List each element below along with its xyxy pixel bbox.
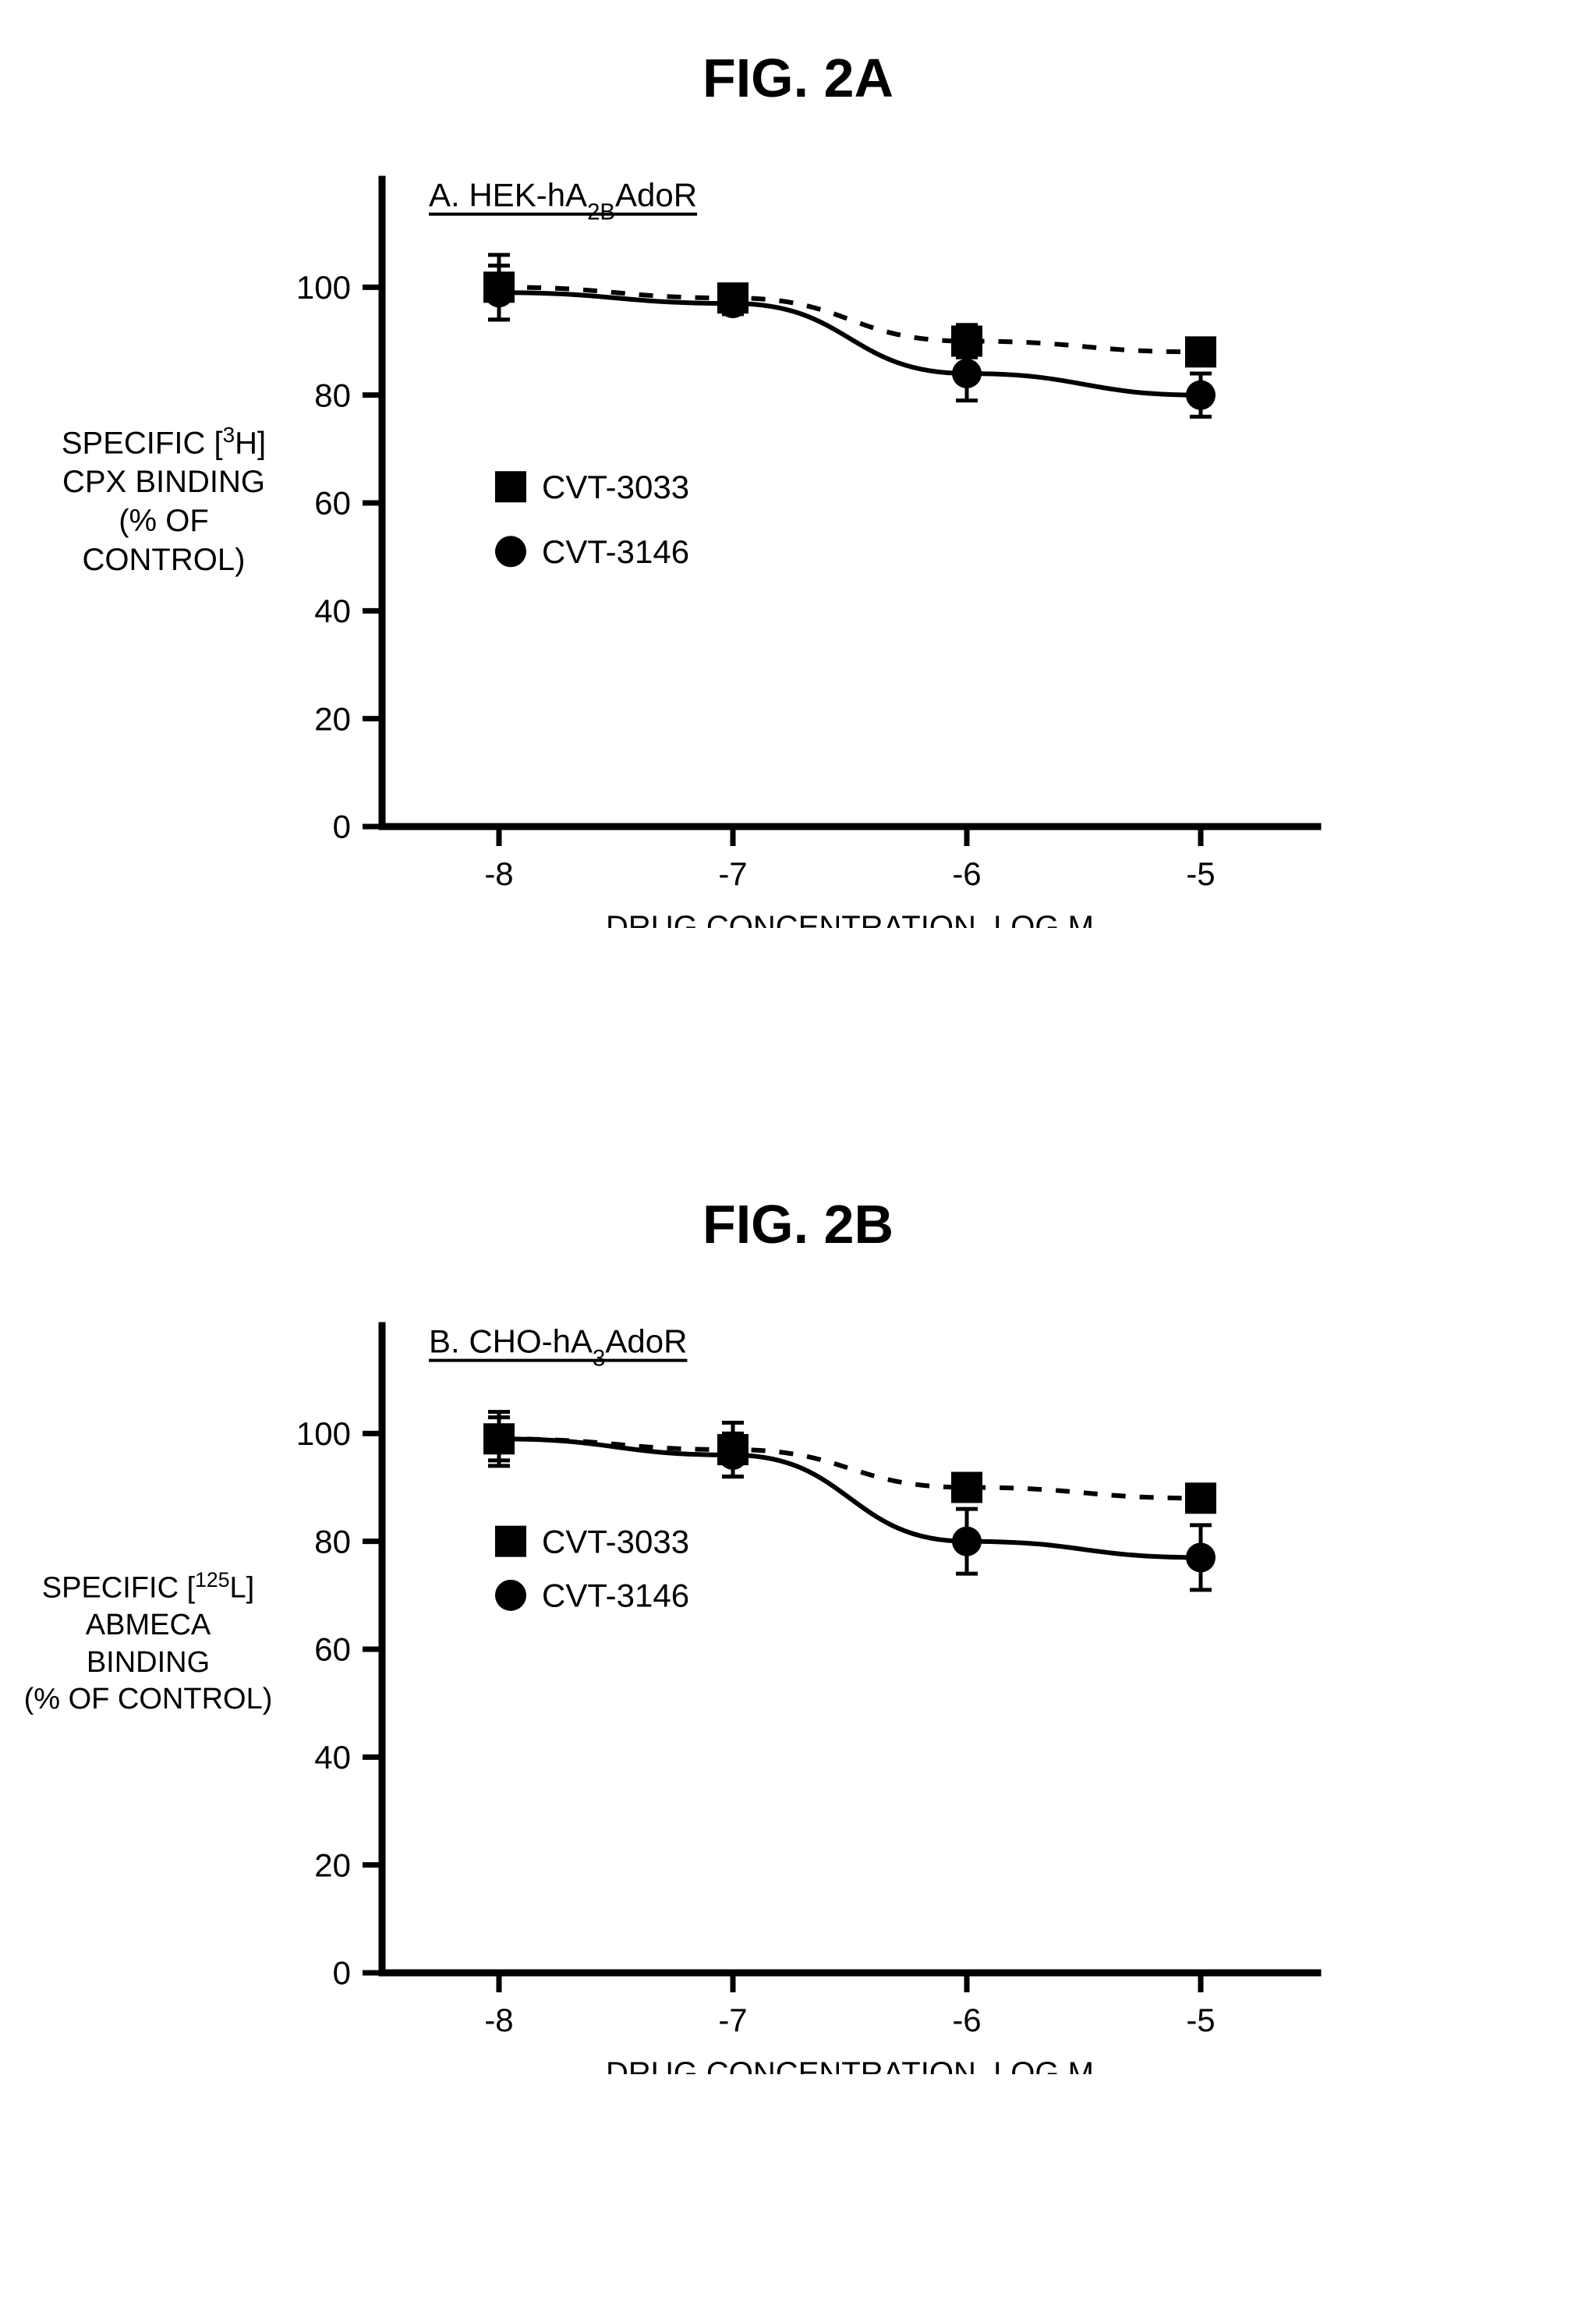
svg-text:A. HEK-hA2BAdoR: A. HEK-hA2BAdoR bbox=[429, 177, 697, 225]
fig-a-title: FIG. 2A bbox=[0, 47, 1596, 109]
fig-b-panel: 0 20 40 60 80 100 -8 -7 -6 -5 DRUG CONCENTRATION, … bbox=[273, 1294, 1364, 2074]
svg-text:40: 40 bbox=[314, 1739, 351, 1776]
svg-text:-8: -8 bbox=[484, 2002, 513, 2038]
svg-text:DRUG CONCENTRATION, LOG M: DRUG CONCENTRATION, LOG M bbox=[606, 2056, 1094, 2074]
svg-text:80: 80 bbox=[314, 377, 351, 413]
fig-a-plot: 0 20 40 60 80 100 -8 -7 -6 -5 DRUG CONCENTRATION, … bbox=[273, 148, 1364, 928]
fig-a-panel: 0 20 40 60 80 100 -8 -7 -6 -5 DRUG CONCENTRATION, … bbox=[273, 148, 1364, 928]
svg-text:0: 0 bbox=[333, 809, 351, 845]
svg-text:CVT-3033: CVT-3033 bbox=[542, 1523, 689, 1560]
svg-text:-5: -5 bbox=[1186, 855, 1215, 892]
svg-text:-6: -6 bbox=[952, 855, 981, 892]
svg-text:B. CHO-hA3AdoR: B. CHO-hA3AdoR bbox=[429, 1323, 687, 1372]
svg-text:100: 100 bbox=[296, 1415, 351, 1452]
svg-text:80: 80 bbox=[314, 1523, 351, 1560]
svg-text:-6: -6 bbox=[952, 2002, 981, 2038]
svg-text:-7: -7 bbox=[718, 2002, 747, 2038]
svg-text:-7: -7 bbox=[718, 855, 747, 892]
svg-text:100: 100 bbox=[296, 269, 351, 306]
fig-b-plot: 0 20 40 60 80 100 -8 -7 -6 -5 DRUG CONCENTRATION, … bbox=[273, 1294, 1364, 2074]
svg-text:CVT-3146: CVT-3146 bbox=[542, 533, 689, 570]
svg-text:60: 60 bbox=[314, 1631, 351, 1668]
svg-text:0: 0 bbox=[333, 1955, 351, 1992]
svg-text:60: 60 bbox=[314, 485, 351, 522]
svg-text:CVT-3033: CVT-3033 bbox=[542, 469, 689, 505]
svg-text:-8: -8 bbox=[484, 855, 513, 892]
fig-b-title: FIG. 2B bbox=[0, 1193, 1596, 1255]
svg-text:20: 20 bbox=[314, 700, 351, 737]
svg-text:-5: -5 bbox=[1186, 2002, 1215, 2038]
fig-b-yaxis-label: SPECIFIC [125L]ABMECA BINDING(% OF CONTR… bbox=[23, 1567, 273, 1719]
svg-text:DRUG CONCENTRATION, LOG M: DRUG CONCENTRATION, LOG M bbox=[606, 910, 1094, 928]
svg-text:20: 20 bbox=[314, 1846, 351, 1883]
svg-text:40: 40 bbox=[314, 593, 351, 629]
svg-text:CVT-3146: CVT-3146 bbox=[542, 1577, 689, 1614]
fig-a-yaxis-label: SPECIFIC [3H]CPX BINDING(% OF CONTROL) bbox=[39, 421, 288, 579]
